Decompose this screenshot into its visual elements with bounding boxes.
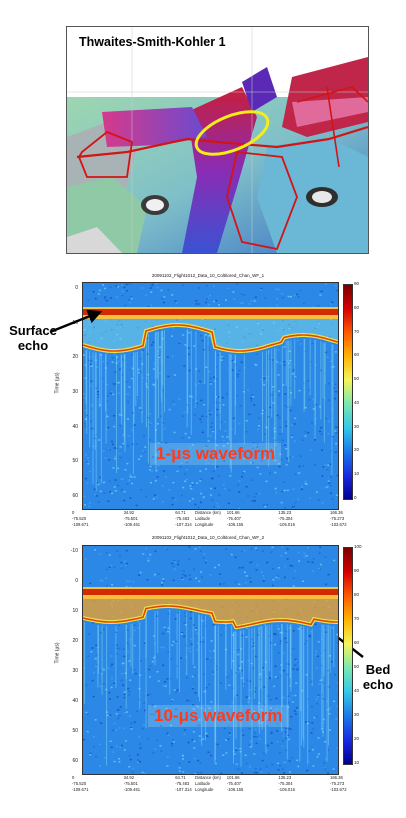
- y-tick-label: -10: [70, 548, 78, 554]
- bottom-y-axis-label: Time (µs): [54, 642, 61, 664]
- x-axis-distance-label: Distance (km): [195, 510, 221, 515]
- x-axis-distance-value: 64.71: [175, 510, 186, 515]
- x-axis-distance-value: 101.66: [226, 510, 240, 515]
- top-colorbar: [343, 284, 353, 500]
- bed-echo-line1: Bed: [365, 662, 391, 677]
- colorbar-tick-label: 30: [354, 712, 360, 717]
- x-axis-latitude-value: -75.520: [72, 516, 87, 521]
- x-axis-latitude-label: Latitude: [195, 516, 210, 521]
- y-tick-label: 60: [72, 758, 78, 764]
- x-axis-longitude-value: -107.314: [175, 522, 192, 527]
- x-axis-latitude-label: Latitude: [195, 781, 210, 786]
- x-axis-distance-value: 166.36: [330, 510, 343, 515]
- x-axis-longitude-label: Longitude: [195, 787, 214, 792]
- surface-echo-line1: Surface: [9, 323, 57, 338]
- x-axis-distance-label: Distance (km): [195, 775, 221, 780]
- colorbar-tick-label: 20: [354, 447, 360, 453]
- colorbar-tick-label: 100: [354, 544, 362, 549]
- y-tick-label: 0: [75, 285, 78, 291]
- colorbar-tick-label: 70: [354, 328, 360, 334]
- colorbar-tick-label: 80: [354, 592, 360, 597]
- y-tick-label: 40: [72, 423, 78, 430]
- colorbar-tick-label: 90: [354, 281, 360, 286]
- colorbar-tick-label: 20: [354, 736, 360, 741]
- top-radargram-title: 20091102_Flight1012_Data_10_Coltitored_C…: [151, 273, 265, 278]
- colorbar-tick-label: 10: [354, 471, 360, 477]
- bottom-radargram-plot: [82, 545, 339, 775]
- x-axis-longitude-value: -103.672: [330, 787, 347, 792]
- top-waveform-label: 1-μs waveform: [150, 443, 282, 465]
- x-axis-longitude-value: -109.671: [72, 522, 89, 527]
- y-tick-label: 10: [72, 608, 78, 614]
- x-axis-longitude-value: -107.314: [175, 787, 192, 792]
- y-tick-label: 60: [72, 493, 78, 499]
- colorbar-tick-label: 50: [354, 376, 360, 382]
- x-axis-latitude-value: -75.273: [330, 516, 345, 521]
- x-axis-longitude-value: -105.015: [278, 787, 295, 792]
- x-axis-longitude-value: -109.671: [72, 787, 89, 792]
- y-tick-label: 20: [72, 354, 78, 361]
- bed-echo-label: Bed echo: [355, 662, 401, 692]
- x-axis-longitude-value: -109.461: [123, 522, 141, 527]
- colorbar-tick-label: 60: [354, 352, 360, 358]
- x-axis-distance-value: 135.23: [278, 510, 292, 515]
- x-axis-longitude-value: -105.015: [278, 522, 295, 527]
- colorbar-tick-label: 40: [354, 688, 360, 693]
- y-tick-label: 0: [75, 578, 78, 584]
- x-axis-distance-value: 0: [72, 510, 75, 515]
- y-tick-label: 30: [72, 389, 78, 395]
- x-axis-longitude-value: -109.461: [123, 787, 141, 792]
- x-axis-latitude-value: -75.463: [175, 781, 190, 786]
- colorbar-tick-label: 10: [354, 760, 360, 765]
- x-axis-distance-value: 34.92: [123, 775, 135, 780]
- colorbar-tick-label: 90: [354, 568, 360, 573]
- flight-lines: [76, 86, 368, 251]
- map-panel: Thwaites-Smith-Kohler 1: [66, 26, 369, 254]
- colorbar-tick-label: 50: [354, 664, 360, 669]
- x-axis-latitude-value: -75.520: [72, 781, 87, 786]
- y-tick-label: 50: [72, 728, 78, 734]
- x-axis-longitude-value: -106.155: [226, 787, 244, 792]
- colorbar-tick-label: 0: [354, 495, 357, 500]
- colorbar-tick-label: 40: [354, 399, 360, 405]
- x-axis-latitude-value: -75.304: [278, 781, 293, 786]
- x-axis-longitude-label: Longitude: [195, 522, 214, 527]
- x-axis-latitude-value: -75.501: [123, 516, 138, 521]
- x-axis-latitude-value: -75.407: [226, 516, 241, 521]
- bottom-waveform-label: 10-μs waveform: [148, 705, 289, 727]
- x-axis-longitude-value: -106.155: [226, 522, 244, 527]
- x-axis-longitude-value: -103.672: [330, 522, 347, 527]
- surface-echo-line2: echo: [17, 338, 49, 353]
- highlight-ellipse: [194, 110, 270, 156]
- x-axis-distance-value: 135.23: [278, 775, 292, 780]
- colorbar-tick-label: 70: [354, 616, 360, 621]
- x-axis-latitude-value: -75.273: [330, 781, 345, 786]
- x-axis-latitude-value: -75.463: [175, 516, 190, 521]
- x-axis-distance-value: 34.92: [123, 510, 135, 515]
- colorbar-tick-label: 30: [354, 423, 360, 429]
- map-image: [67, 27, 368, 253]
- map-title: Thwaites-Smith-Kohler 1: [79, 35, 226, 49]
- y-tick-label: 40: [72, 698, 78, 704]
- bed-echo-line2: echo: [362, 677, 394, 692]
- y-tick-label: 30: [72, 668, 78, 674]
- x-axis-distance-value: 101.66: [226, 775, 240, 780]
- x-axis-distance-value: 64.71: [175, 775, 186, 780]
- bottom-colorbar: [343, 547, 353, 765]
- x-axis-latitude-value: -75.407: [226, 781, 241, 786]
- x-axis-latitude-value: -75.501: [123, 781, 138, 786]
- colorbar-tick-label: 60: [354, 640, 360, 645]
- y-tick-label: 20: [72, 638, 78, 644]
- y-tick-label: 50: [72, 458, 78, 465]
- x-axis-distance-value: 0: [72, 775, 75, 780]
- x-axis-latitude-value: -75.304: [278, 516, 293, 521]
- surface-echo-arrow: [49, 309, 103, 334]
- x-axis-distance-value: 166.36: [330, 775, 343, 780]
- colorbar-tick-label: 80: [354, 304, 360, 310]
- top-radargram-plot: [82, 282, 339, 510]
- bottom-radargram-title: 20091102_Flight1012_Data_10_Coltitored_C…: [151, 535, 265, 540]
- surface-echo-label: Surface echo: [2, 323, 64, 353]
